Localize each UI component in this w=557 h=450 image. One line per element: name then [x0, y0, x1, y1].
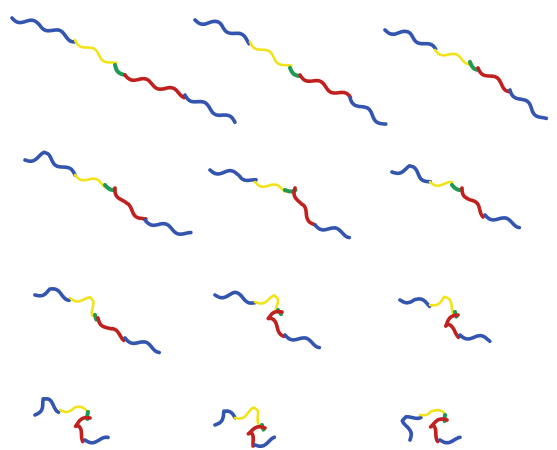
ribbon [208, 168, 352, 240]
ribbon-segment [444, 313, 461, 340]
ribbon [33, 397, 110, 445]
ribbon-segment [460, 186, 485, 219]
ribbon-segment [73, 415, 92, 444]
ribbon-segment [113, 186, 148, 221]
ribbon-segment [390, 164, 432, 184]
ribbon-segment [208, 168, 258, 183]
ribbon-segment [253, 294, 280, 312]
ribbon-segment [428, 295, 455, 315]
ribbon-segment [428, 180, 454, 188]
ribbon-segment [96, 316, 126, 343]
ribbon-segment [113, 63, 127, 77]
ribbon-segment [398, 297, 432, 309]
ribbon [213, 406, 277, 448]
ribbon [10, 16, 237, 124]
ribbon-segment [23, 150, 77, 177]
ribbon-segment [143, 218, 193, 236]
ribbon-segment [348, 96, 388, 126]
ribbon [193, 18, 388, 126]
ribbon-panels [10, 16, 549, 448]
ribbon-segment [233, 406, 262, 428]
ribbon-segment [58, 405, 90, 414]
ribbon-segment [428, 417, 449, 444]
ribbon [33, 287, 161, 355]
ribbon [400, 408, 462, 445]
ribbon-segment [298, 73, 353, 99]
ribbon [23, 150, 193, 236]
ribbon-segment [476, 66, 511, 94]
ribbon-segment [123, 336, 161, 355]
ribbon-segment [33, 397, 61, 417]
ribbon-segment [123, 73, 186, 100]
ribbon-segment [418, 408, 447, 417]
ribbon-segment [83, 435, 110, 445]
ribbon [213, 290, 322, 350]
ribbon-segment [508, 88, 549, 121]
ribbon-segment [313, 223, 352, 240]
ribbon-segment [183, 93, 237, 124]
ribbon-segment [33, 287, 71, 303]
ribbon-segment [253, 435, 277, 448]
ribbon-segment [433, 48, 471, 66]
ribbon-segment [193, 18, 251, 46]
ribbon-segment [283, 333, 322, 350]
ribbon-segment [253, 180, 286, 193]
ribbon-segment [68, 296, 95, 318]
ribbon-segment [213, 290, 257, 305]
ribbon-segment [73, 173, 106, 189]
ribbon [383, 28, 549, 121]
ribbon-segment [288, 66, 302, 78]
ribbon [398, 295, 492, 344]
ribbon-segment [468, 60, 479, 72]
ribbon-segment [438, 435, 462, 445]
ribbon-segment [483, 213, 522, 230]
ribbon-segment [383, 28, 438, 51]
ribbon-segment [292, 186, 317, 227]
ribbon-segment [458, 333, 492, 344]
ribbon [390, 164, 522, 230]
ribbon-segment [266, 309, 286, 339]
ribbon-segment [73, 38, 118, 65]
ribbon-segment [400, 415, 423, 442]
ribbon-segment [450, 183, 464, 192]
ribbon-segment [103, 183, 117, 192]
ribbon-segment [10, 16, 76, 44]
ribbon-segment [246, 424, 267, 448]
ribbon-segment [248, 40, 293, 68]
ribbon-segment [93, 313, 99, 322]
ribbon-segment [213, 409, 237, 427]
